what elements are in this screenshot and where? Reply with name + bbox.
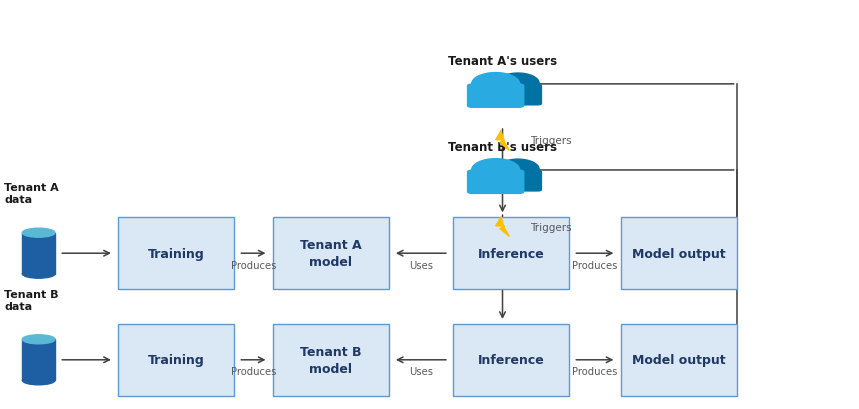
Text: Produces: Produces — [572, 366, 618, 376]
Text: Tenant B's users: Tenant B's users — [448, 141, 557, 154]
Ellipse shape — [22, 270, 55, 279]
FancyBboxPatch shape — [273, 218, 388, 290]
Text: Tenant B
data: Tenant B data — [4, 290, 58, 311]
Circle shape — [472, 73, 520, 96]
Text: Training: Training — [148, 247, 204, 260]
Text: Training: Training — [148, 353, 204, 366]
Bar — [22, 233, 55, 274]
Text: Inference: Inference — [478, 353, 545, 366]
Ellipse shape — [22, 376, 55, 385]
FancyBboxPatch shape — [454, 324, 569, 396]
Text: Uses: Uses — [409, 260, 433, 270]
Text: Tenant A
data: Tenant A data — [4, 183, 59, 204]
Text: Triggers: Triggers — [530, 136, 571, 146]
Text: Tenant A
model: Tenant A model — [300, 238, 362, 269]
FancyBboxPatch shape — [118, 218, 234, 290]
Polygon shape — [496, 131, 509, 151]
Text: Triggers: Triggers — [530, 222, 571, 232]
Text: Produces: Produces — [231, 260, 276, 270]
Text: Uses: Uses — [409, 366, 433, 376]
Text: Inference: Inference — [478, 247, 545, 260]
Text: Model output: Model output — [632, 247, 725, 260]
FancyBboxPatch shape — [454, 218, 569, 290]
Circle shape — [497, 160, 539, 180]
FancyBboxPatch shape — [118, 324, 234, 396]
FancyBboxPatch shape — [467, 84, 524, 109]
Text: Tenant A's users: Tenant A's users — [448, 55, 557, 68]
FancyBboxPatch shape — [494, 85, 542, 106]
Bar — [22, 339, 55, 380]
Text: Model output: Model output — [632, 353, 725, 366]
Circle shape — [472, 159, 520, 182]
Ellipse shape — [22, 335, 55, 344]
FancyBboxPatch shape — [467, 170, 524, 195]
FancyBboxPatch shape — [494, 171, 542, 192]
FancyBboxPatch shape — [620, 218, 737, 290]
Text: Produces: Produces — [231, 366, 276, 376]
FancyBboxPatch shape — [273, 324, 388, 396]
Polygon shape — [496, 217, 509, 237]
Circle shape — [497, 74, 539, 94]
Ellipse shape — [22, 229, 55, 238]
Text: Produces: Produces — [572, 260, 618, 270]
FancyBboxPatch shape — [620, 324, 737, 396]
Text: Tenant B
model: Tenant B model — [300, 345, 362, 375]
